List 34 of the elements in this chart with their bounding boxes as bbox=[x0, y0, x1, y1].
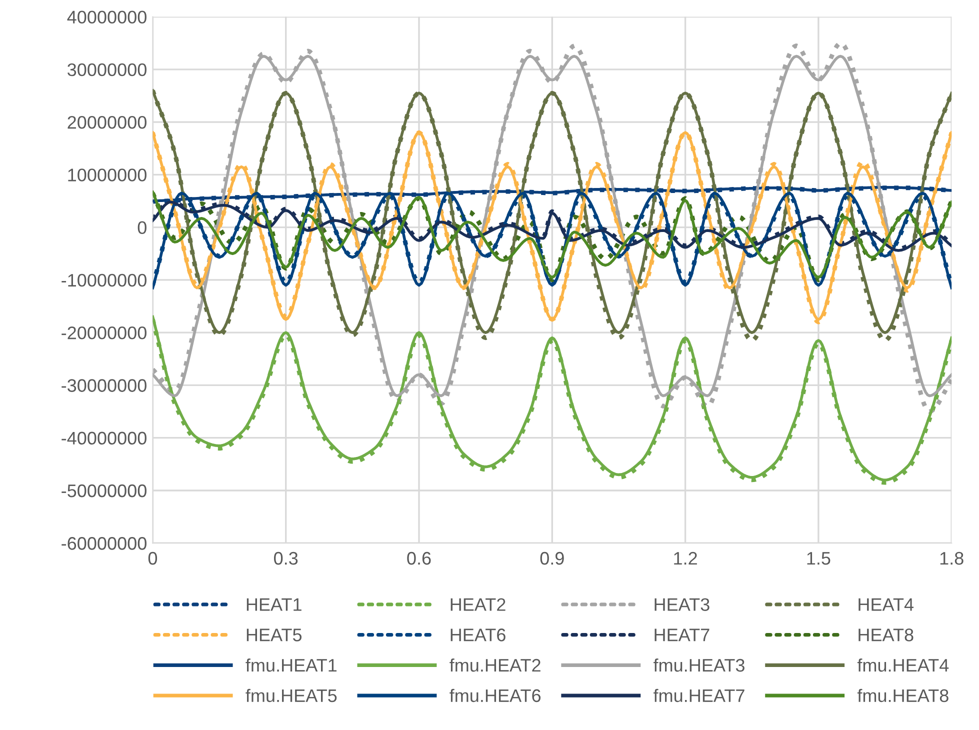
legend-label: fmu.HEAT4 bbox=[857, 658, 949, 672]
legend-label: HEAT5 bbox=[246, 628, 302, 642]
legend-label: HEAT8 bbox=[858, 628, 914, 642]
legend-label: HEAT3 bbox=[654, 598, 710, 611]
legend-label: fmu.HEAT8 bbox=[857, 688, 948, 702]
x-tick-label: 0.6 bbox=[407, 552, 431, 565]
legend-label: HEAT2 bbox=[450, 598, 506, 611]
x-tick-label: 1.8 bbox=[940, 552, 964, 565]
legend-label: fmu.HEAT3 bbox=[654, 658, 744, 672]
y-tick-label: -50000000 bbox=[62, 484, 146, 498]
y-tick-label: -30000000 bbox=[62, 379, 146, 392]
x-tick-label: 1.5 bbox=[807, 552, 830, 565]
y-tick-label: -40000000 bbox=[62, 432, 146, 445]
y-tick-label: -60000000 bbox=[62, 537, 146, 550]
y-tick-label: 10000000 bbox=[68, 168, 146, 182]
legend-label: fmu.HEAT1 bbox=[246, 658, 337, 672]
legend-label: HEAT1 bbox=[246, 598, 302, 611]
y-tick-label: -10000000 bbox=[62, 274, 146, 287]
legend-label: fmu.HEAT5 bbox=[246, 688, 337, 702]
legend-label: fmu.HEAT6 bbox=[450, 688, 541, 702]
y-tick-label: 30000000 bbox=[68, 63, 146, 76]
legend-label: fmu.HEAT2 bbox=[450, 658, 540, 672]
y-tick-label: 20000000 bbox=[68, 116, 146, 129]
legend-label: HEAT6 bbox=[450, 628, 506, 642]
x-tick-label: 0.3 bbox=[274, 552, 298, 565]
y-tick-label: 40000000 bbox=[67, 10, 146, 24]
x-tick-label: 1.2 bbox=[674, 552, 697, 565]
y-tick-label: -20000000 bbox=[62, 326, 146, 340]
legend-label: fmu.HEAT7 bbox=[654, 688, 744, 702]
legend-label: HEAT4 bbox=[858, 598, 914, 611]
legend-label: HEAT7 bbox=[654, 628, 710, 642]
y-tick-label: 0 bbox=[138, 221, 146, 234]
x-tick-label: 0.9 bbox=[540, 552, 564, 565]
x-tick-label: 0 bbox=[148, 552, 158, 565]
